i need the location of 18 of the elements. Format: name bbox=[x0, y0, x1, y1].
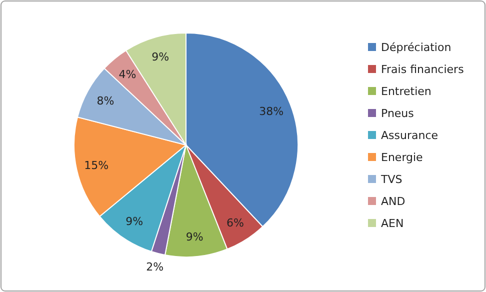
legend-label: TVS bbox=[380, 172, 402, 186]
legend-label: AND bbox=[381, 194, 406, 208]
legend-label: Dépréciation bbox=[381, 40, 452, 54]
legend-label: Assurance bbox=[381, 128, 438, 142]
data-label: 6% bbox=[226, 216, 244, 230]
data-label: 38% bbox=[259, 105, 284, 118]
data-label: 9% bbox=[152, 50, 170, 64]
legend-label: Pneus bbox=[381, 106, 414, 120]
data-label: 8% bbox=[96, 94, 114, 108]
data-label: 2% bbox=[146, 260, 164, 274]
data-label: 4% bbox=[118, 68, 136, 82]
legend-label: Entretien bbox=[381, 84, 432, 98]
legend-label: AEN bbox=[381, 216, 404, 230]
legend-label: Frais financiers bbox=[381, 62, 464, 76]
data-label: 9% bbox=[126, 214, 144, 228]
legend-label: Energie bbox=[381, 150, 424, 164]
data-label: 15% bbox=[84, 158, 109, 172]
data-label: 9% bbox=[186, 230, 204, 244]
